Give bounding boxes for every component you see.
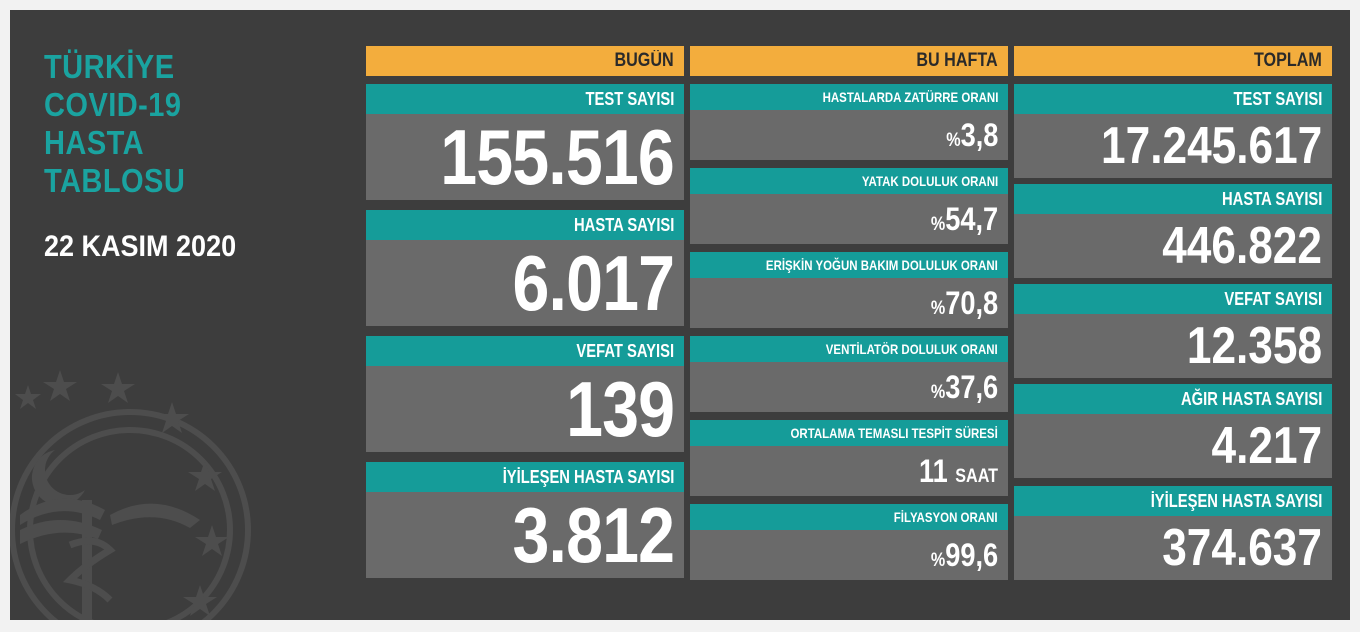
ministry-of-health-emblem-icon: [10, 370, 251, 620]
today-cases-card: HASTA SAYISI 6.017: [366, 210, 684, 326]
card-label: AĞIR HASTA SAYISI: [1014, 384, 1332, 414]
card-value: %70,8: [930, 285, 998, 321]
total-deaths-card: VEFAT SAYISI 12.358: [1014, 284, 1332, 378]
title-line: TABLOSU: [44, 162, 186, 199]
total-critical-card: AĞIR HASTA SAYISI 4.217: [1014, 384, 1332, 478]
card-value: 17.245.617: [1100, 117, 1322, 175]
total-recovered-card: İYİLEŞEN HASTA SAYISI 374.637: [1014, 486, 1332, 580]
card-value: 6.017: [512, 239, 675, 327]
card-value: 155.516: [440, 113, 675, 201]
card-label: İYİLEŞEN HASTA SAYISI: [1014, 486, 1332, 516]
report-date: 22 KASIM 2020: [44, 230, 237, 263]
week-bed-occupancy-card: YATAK DOLULUK ORANI %54,7: [690, 168, 1008, 244]
card-value: 4.217: [1211, 417, 1322, 475]
week-ventilator-card: VENTİLATÖR DOLULUK ORANI %37,6: [690, 336, 1008, 412]
card-label: TEST SAYISI: [1014, 84, 1332, 114]
card-value: %99,6: [930, 537, 998, 573]
today-deaths-card: VEFAT SAYISI 139: [366, 336, 684, 452]
card-label: ERİŞKİN YOĞUN BAKIM DOLULUK ORANI: [690, 252, 1008, 278]
total-header: TOPLAM: [1014, 46, 1332, 76]
today-column: BUGÜN TEST SAYISI 155.516 HASTA SAYISI 6…: [366, 46, 684, 578]
card-label: İYİLEŞEN HASTA SAYISI: [366, 462, 684, 492]
card-label: VEFAT SAYISI: [1014, 284, 1332, 314]
week-contact-time-card: ORTALAMA TEMASLI TESPİT SÜRESİ 11 SAAT: [690, 420, 1008, 496]
card-label: FİLYASYON ORANI: [690, 504, 1008, 530]
card-label: HASTALARDA ZATÜRRE ORANI: [690, 84, 1008, 110]
week-icu-occupancy-card: ERİŞKİN YOĞUN BAKIM DOLULUK ORANI %70,8: [690, 252, 1008, 328]
card-label: ORTALAMA TEMASLI TESPİT SÜRESİ: [690, 420, 1008, 446]
today-header: BUGÜN: [366, 46, 684, 76]
card-value: %3,8: [945, 117, 998, 153]
card-value: 11 SAAT: [918, 453, 998, 489]
card-value: 12.358: [1186, 317, 1322, 375]
week-pneumonia-card: HASTALARDA ZATÜRRE ORANI %3,8: [690, 84, 1008, 160]
today-test-card: TEST SAYISI 155.516: [366, 84, 684, 200]
page-title: TÜRKİYE COVID-19 HASTA TABLOSU: [44, 48, 185, 200]
card-label: HASTA SAYISI: [366, 210, 684, 240]
today-recovered-card: İYİLEŞEN HASTA SAYISI 3.812: [366, 462, 684, 578]
week-filiation-card: FİLYASYON ORANI %99,6: [690, 504, 1008, 580]
total-cases-card: HASTA SAYISI 446.822: [1014, 184, 1332, 278]
card-value: 446.822: [1162, 217, 1322, 275]
title-line: TÜRKİYE: [44, 48, 175, 85]
title-line: HASTA: [44, 124, 145, 161]
dashboard-board: TÜRKİYE COVID-19 HASTA TABLOSU 22 KASIM …: [10, 10, 1350, 620]
card-label: YATAK DOLULUK ORANI: [690, 168, 1008, 194]
card-value: %54,7: [930, 201, 998, 237]
week-header: BU HAFTA: [690, 46, 1008, 76]
card-value: %37,6: [930, 369, 998, 405]
card-label: VEFAT SAYISI: [366, 336, 684, 366]
week-column: BU HAFTA HASTALARDA ZATÜRRE ORANI %3,8 Y…: [690, 46, 1008, 580]
total-test-card: TEST SAYISI 17.245.617: [1014, 84, 1332, 178]
card-label: TEST SAYISI: [366, 84, 684, 114]
title-line: COVID-19: [44, 86, 182, 123]
card-label: HASTA SAYISI: [1014, 184, 1332, 214]
total-column: TOPLAM TEST SAYISI 17.245.617 HASTA SAYI…: [1014, 46, 1332, 580]
card-value: 139: [565, 365, 675, 453]
card-label: VENTİLATÖR DOLULUK ORANI: [690, 336, 1008, 362]
card-value: 374.637: [1162, 519, 1322, 577]
card-value: 3.812: [512, 491, 675, 579]
